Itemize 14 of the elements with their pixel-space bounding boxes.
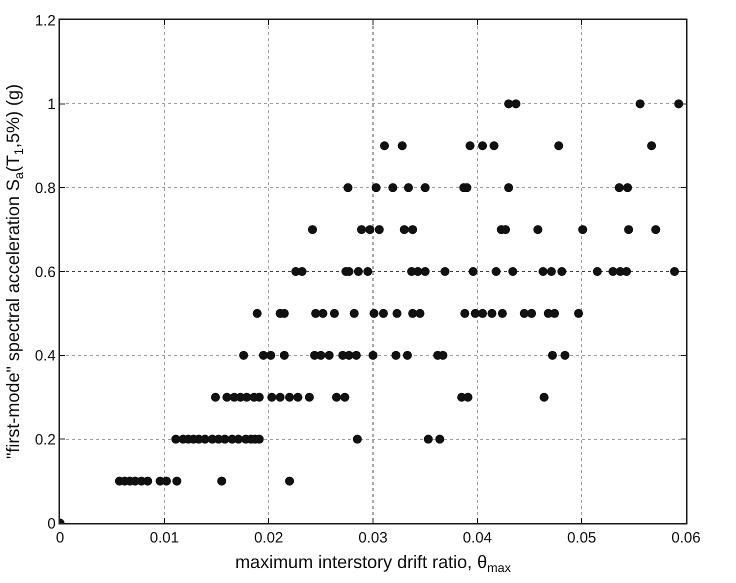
y-tick-label: 1 [47,96,56,114]
y-tick-label: 0.4 [34,348,56,365]
y-tick-label: 0.8 [34,180,56,197]
x-tick-label: 0.01 [150,529,179,546]
x-tick-label: 0.05 [567,529,596,546]
y-tick-label: 0.2 [34,431,56,448]
x-axis-title: maximum interstory drift ratio, θ$_{max}$ [235,552,512,576]
x-tick-label: 0.06 [671,529,701,546]
y-tick-label: 0 [47,515,56,532]
y-tick-label: 1.2 [34,12,56,30]
x-tick-label: 0.03 [358,529,388,546]
x-tick-label: 0.04 [462,529,492,546]
x-tick-label: 0.02 [254,529,284,546]
y-tick-label: 0.6 [34,264,56,281]
